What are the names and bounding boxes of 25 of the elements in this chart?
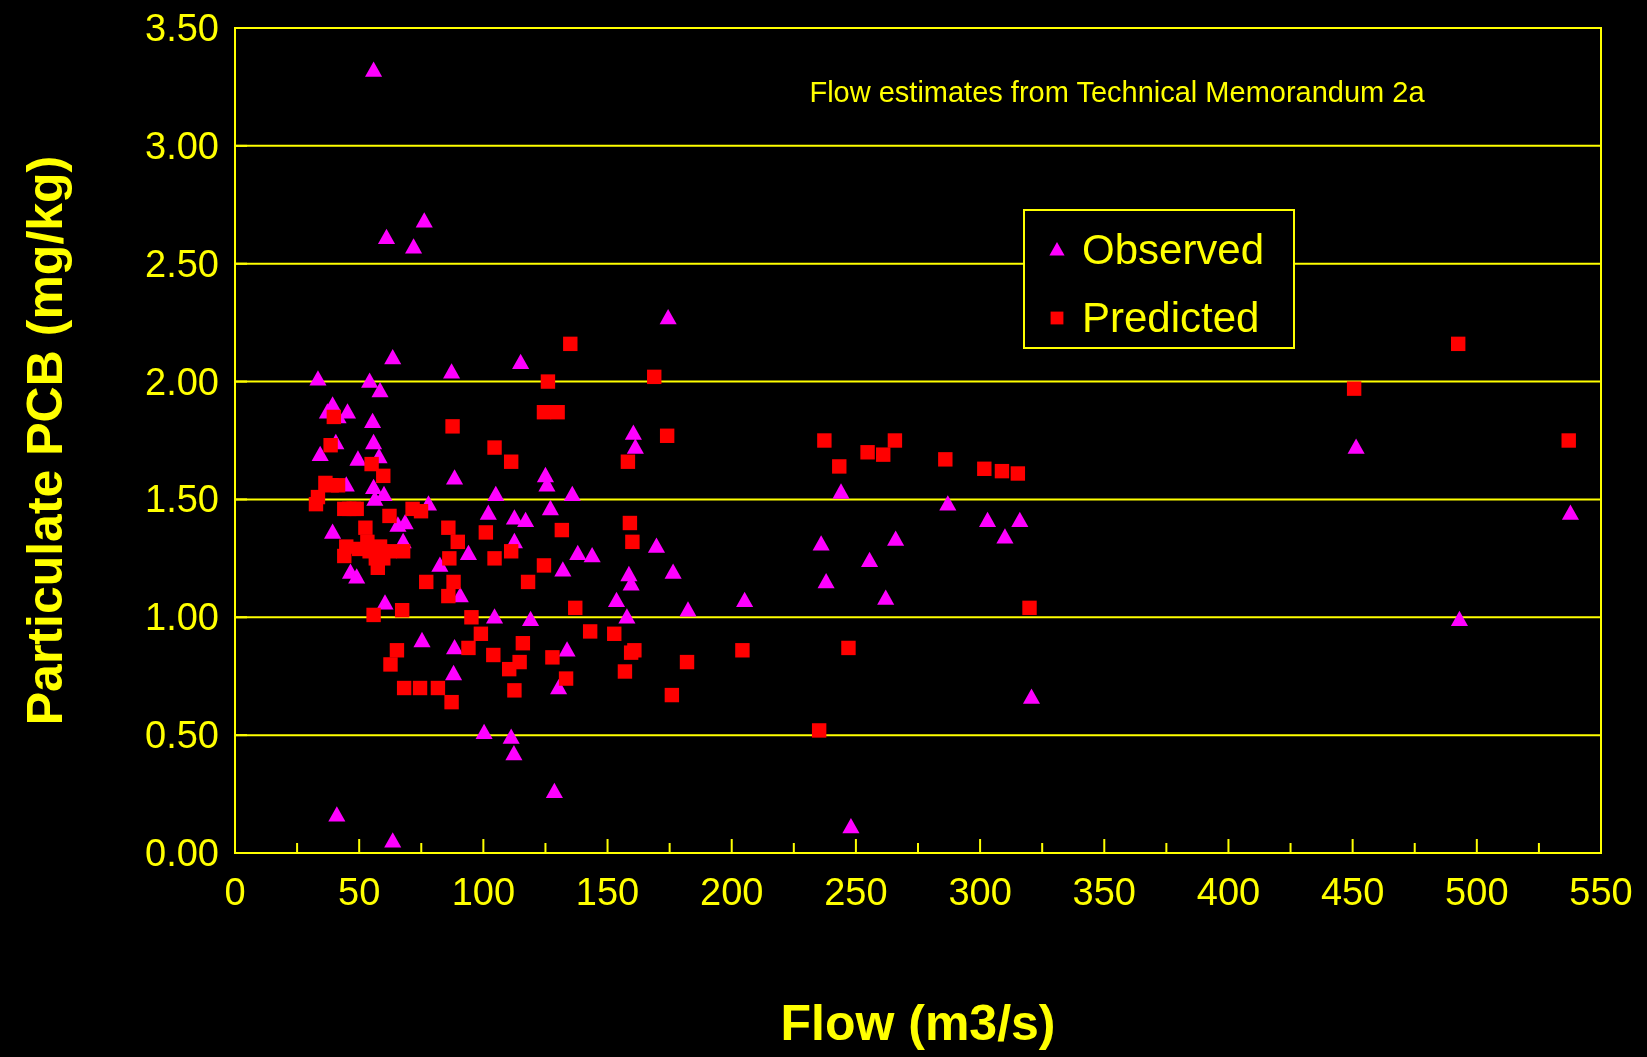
- x-axis-title: Flow (m3/s): [780, 995, 1056, 1051]
- x-tick-label: 500: [1445, 871, 1509, 913]
- x-tick-label: 0: [224, 871, 246, 913]
- y-tick-label: 2.50: [145, 242, 219, 285]
- y-tick-label: 2.00: [145, 360, 219, 403]
- x-tick-label: 150: [575, 871, 640, 913]
- legend-label: Observed: [1082, 226, 1265, 273]
- y-tick-label: 1.50: [145, 478, 219, 521]
- y-tick-label: 3.00: [145, 124, 219, 167]
- y-tick-label: 0.00: [145, 832, 219, 874]
- y-tick-label: 0.50: [145, 714, 219, 757]
- y-tick-label: 1.00: [145, 596, 219, 639]
- y-tick-label: 3.50: [145, 7, 219, 49]
- x-tick-label: 550: [1569, 871, 1633, 913]
- x-tick-label: 100: [451, 871, 516, 913]
- legend-label: Predicted: [1082, 294, 1260, 341]
- y-axis-title: Particulate PCB (mg/kg): [17, 155, 73, 726]
- x-tick-label: 200: [700, 871, 764, 913]
- x-tick-label: 250: [824, 871, 888, 913]
- x-tick-label: 300: [948, 871, 1012, 913]
- annotation: Flow estimates from Technical Memorandum 2a: [809, 76, 1426, 108]
- x-tick-label: 450: [1320, 871, 1385, 913]
- x-tick-label: 400: [1196, 871, 1261, 913]
- x-tick-label: 350: [1072, 871, 1136, 913]
- x-tick-label: 50: [338, 871, 381, 913]
